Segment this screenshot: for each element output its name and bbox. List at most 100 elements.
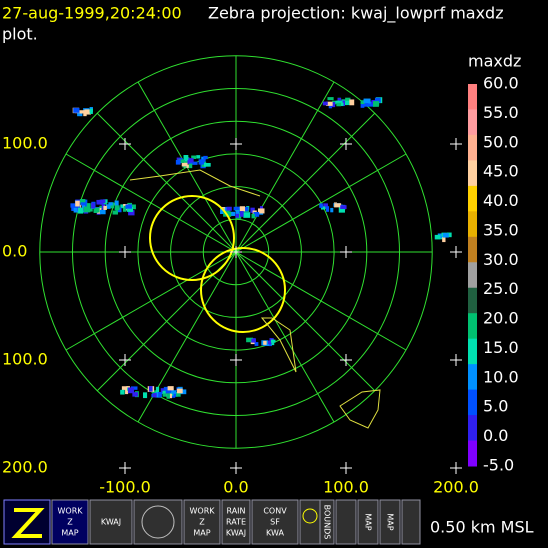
toolbar-button[interactable] [221, 499, 251, 545]
radar-echo [338, 207, 345, 213]
radar-echo [244, 206, 249, 212]
radar-echo [363, 98, 371, 104]
colorbar-swatch [468, 134, 477, 161]
radar-echo [91, 202, 95, 209]
radar-echo [340, 205, 347, 209]
radar-echo [192, 161, 198, 165]
radar-echo [155, 386, 160, 393]
radar-echo [345, 97, 351, 103]
radar-echo [257, 208, 265, 214]
colorbar-label: 40.0 [483, 191, 519, 210]
radar-echo [198, 159, 205, 165]
radar-echo [251, 338, 256, 343]
colorbar-swatch [468, 364, 477, 391]
radar-echo [130, 386, 138, 390]
colorbar-title: maxdz [468, 52, 521, 71]
radar-echo [99, 205, 103, 210]
radar-echo [246, 337, 254, 343]
radar-echo [175, 159, 181, 165]
radar-echo [220, 208, 225, 215]
radar-echo [99, 209, 106, 215]
radar-plot [39, 55, 462, 474]
radar-echo [263, 340, 267, 345]
radar-echo [179, 389, 187, 395]
radar-echo [114, 200, 119, 206]
radar-icon [141, 505, 175, 539]
colorbar-label: 60.0 [483, 74, 519, 93]
bounds-icon [302, 508, 318, 524]
radar-echo [75, 200, 80, 207]
y-axis-label: 200.0 [2, 458, 48, 477]
radar-echo [183, 155, 189, 161]
radar-echo [129, 204, 136, 210]
radar-echo [125, 389, 129, 395]
colorbar-label: 15.0 [483, 338, 519, 357]
colorbar-label: 35.0 [483, 220, 519, 239]
radar-echo [125, 204, 132, 209]
radar-echo [176, 388, 183, 394]
radar-echo [235, 212, 240, 218]
radar-echo [251, 213, 255, 219]
range-ring [72, 88, 400, 416]
button-label: RATE [226, 518, 246, 527]
button-label: MAP [364, 513, 373, 530]
colorbar-swatch [468, 236, 477, 263]
x-axis-label: 200.0 [433, 478, 479, 497]
radar-echo [165, 389, 171, 394]
radar-echo [259, 206, 264, 210]
radar-echo [121, 386, 129, 390]
button-label: WORK [57, 507, 83, 516]
radar-echo [132, 392, 138, 397]
colorbar-label: 55.0 [483, 103, 519, 122]
button-label: SF [270, 518, 280, 527]
radar-echo [233, 206, 240, 211]
toolbar-button[interactable] [133, 499, 183, 545]
radar-echo [127, 387, 135, 394]
radar-echo [373, 101, 379, 107]
button-label: CONV [263, 507, 287, 516]
radar-echo [120, 204, 126, 209]
toolbar-button[interactable] [401, 499, 421, 545]
toolbar-button[interactable] [299, 499, 321, 545]
zebra-logo [11, 508, 45, 538]
button-label: KWAJ [226, 529, 246, 538]
radar-echo [334, 203, 342, 208]
radar-echo [326, 206, 330, 212]
radar-echo [345, 100, 350, 106]
radar-echo [203, 162, 211, 167]
button-label: WORK [189, 507, 215, 516]
radar-echo [203, 155, 208, 160]
colorbar-label: 50.0 [483, 132, 519, 151]
x-axis-label: 0.0 [223, 478, 248, 497]
radar-echo [337, 97, 342, 102]
radar-echo [191, 155, 197, 159]
toolbar-button[interactable] [183, 499, 221, 545]
radar-echo [335, 100, 339, 104]
colorbar-label: 0.0 [483, 426, 508, 445]
button-label: MAP [61, 529, 78, 538]
colorbar-label: 30.0 [483, 250, 519, 269]
toolbar-button[interactable] [89, 499, 133, 545]
button-label: Z [199, 518, 205, 527]
radar-echo [143, 392, 148, 399]
toolbar-button[interactable] [51, 499, 89, 545]
colorbar-label: 25.0 [483, 279, 519, 298]
radar-echo [325, 101, 333, 106]
radar-echo [78, 207, 84, 214]
x-axis-label: 100.0 [323, 478, 369, 497]
radar-echo [226, 206, 232, 211]
radar-echo [319, 203, 323, 208]
toolbar-button[interactable] [357, 499, 379, 545]
toolbar-button[interactable] [379, 499, 401, 545]
toolbar-button[interactable] [335, 499, 357, 545]
radar-echo [166, 393, 170, 399]
colorbar-label: 5.0 [483, 397, 508, 416]
radar-echo [253, 211, 260, 217]
range-ring [202, 218, 270, 286]
radar-echo [100, 199, 106, 203]
y-axis-label: 100.0 [2, 350, 48, 369]
status-text: 0.50 km MSL [430, 518, 534, 537]
radar-echo [442, 233, 449, 238]
toolbar-button[interactable] [251, 499, 299, 545]
